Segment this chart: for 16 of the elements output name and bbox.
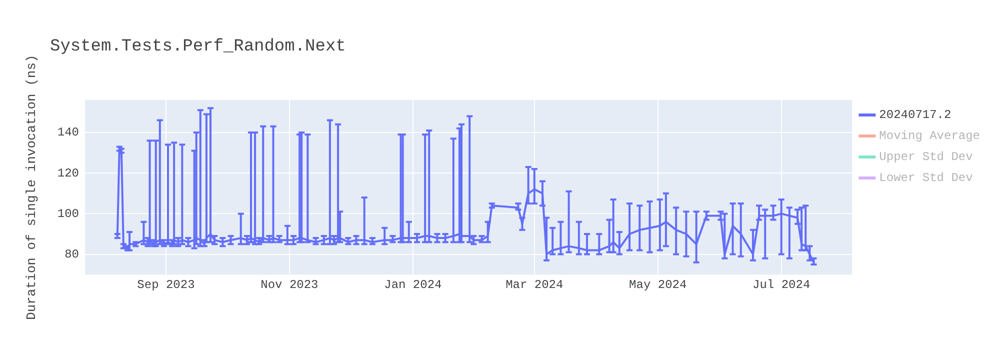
x-tick-label: Jan 2024 — [384, 278, 442, 292]
y-tick-label: 140 — [57, 126, 79, 140]
x-tick-label: Nov 2023 — [260, 278, 318, 292]
legend-label: Moving Average — [879, 129, 980, 144]
y-tick-label: 120 — [57, 166, 79, 180]
y-tick-label: 100 — [57, 206, 79, 221]
x-tick-label: May 2024 — [629, 278, 687, 292]
x-tick-label: Jul 2024 — [752, 278, 810, 292]
y-tick-label: 80 — [64, 247, 79, 262]
chart-title: System.Tests.Perf_Random.Next — [50, 38, 346, 56]
y-axis-title: Duration of single invocation (ns) — [24, 54, 40, 320]
x-tick-label: Sep 2023 — [137, 278, 195, 292]
legend-label: Upper Std Dev — [879, 150, 973, 164]
x-tick-label: Mar 2024 — [506, 278, 564, 292]
legend-label: Lower Std Dev — [879, 171, 973, 186]
legend-label: 20240717.2 — [879, 108, 952, 122]
